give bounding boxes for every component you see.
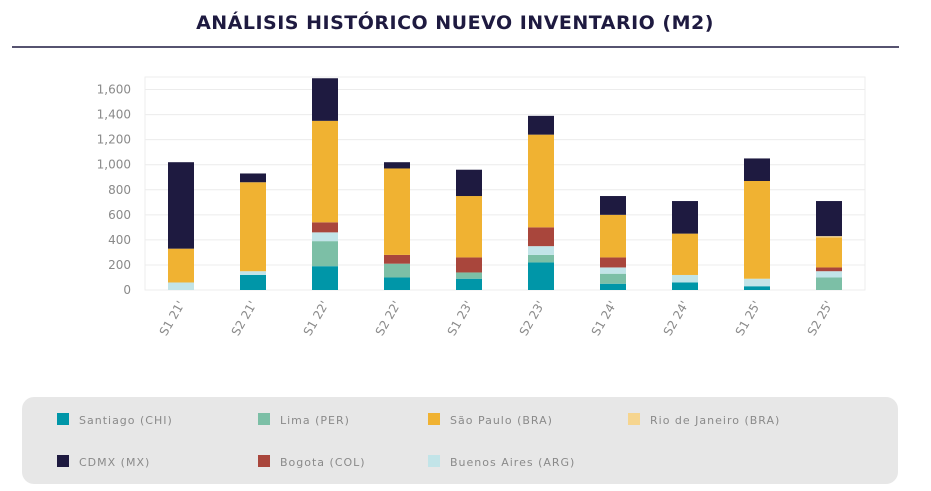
legend-label: São Paulo (BRA) xyxy=(450,414,553,427)
x-tick-label: S1 23' xyxy=(445,299,476,339)
legend-swatch xyxy=(57,413,69,425)
bar-segment xyxy=(312,222,338,233)
bar-segment xyxy=(312,266,338,290)
chart-title: ANÁLISIS HISTÓRICO NUEVO INVENTARIO (M2) xyxy=(196,10,714,34)
x-tick-label: S1 24' xyxy=(589,299,620,339)
bar-segment xyxy=(456,278,482,290)
bar-segment xyxy=(168,248,194,283)
bar-segment xyxy=(672,274,698,283)
bar-segment xyxy=(816,237,842,268)
bar-segment xyxy=(744,286,770,290)
bar-segment xyxy=(312,241,338,267)
bar-segment xyxy=(384,254,410,264)
y-tick-label: 1,000 xyxy=(97,158,131,172)
bar-segment xyxy=(384,162,410,169)
bar-segment xyxy=(240,274,266,290)
bar-segment xyxy=(600,214,626,258)
y-tick-label: 400 xyxy=(108,233,131,247)
x-tick-label: S2 25' xyxy=(805,299,836,339)
legend-box xyxy=(22,397,898,484)
y-tick-label: 1,600 xyxy=(97,83,131,97)
bar-segment xyxy=(384,168,410,255)
bar-segment xyxy=(528,254,554,263)
bar-segment xyxy=(528,134,554,228)
bar-segment xyxy=(600,267,626,274)
x-tick-label: S1 21' xyxy=(157,299,188,339)
x-tick-label: S2 21' xyxy=(229,299,260,339)
bar-segment xyxy=(816,201,842,237)
legend-swatch xyxy=(258,413,270,425)
bar-segment xyxy=(456,257,482,273)
bar-segment xyxy=(456,169,482,197)
x-tick-label: S1 22' xyxy=(301,299,332,339)
bar-segment xyxy=(456,272,482,279)
legend-swatch xyxy=(258,455,270,467)
y-tick-label: 800 xyxy=(108,183,131,197)
bar-segment xyxy=(240,271,266,275)
x-tick-label: S2 24' xyxy=(661,299,692,339)
legend-label: Buenos Aires (ARG) xyxy=(450,456,575,469)
bar-segment xyxy=(672,201,698,234)
legend-label: Rio de Janeiro (BRA) xyxy=(650,414,780,427)
bar-segment xyxy=(816,277,842,290)
bar-segment xyxy=(168,282,194,290)
y-tick-label: 1,200 xyxy=(97,133,131,147)
bar-segment xyxy=(744,278,770,287)
legend-label: Santiago (CHI) xyxy=(79,414,173,427)
y-tick-label: 600 xyxy=(108,208,131,222)
bar-segment xyxy=(168,162,194,249)
legend-swatch xyxy=(57,455,69,467)
bar-segment xyxy=(600,257,626,268)
bar-segment xyxy=(312,78,338,121)
bar-segment xyxy=(744,158,770,181)
y-tick-label: 1,400 xyxy=(97,108,131,122)
bar-segment xyxy=(312,232,338,242)
x-tick-label: S2 22' xyxy=(373,299,404,339)
bar-segment xyxy=(600,196,626,215)
legend-swatch xyxy=(428,455,440,467)
legend-label: Lima (PER) xyxy=(280,414,350,427)
bar-segment xyxy=(240,182,266,272)
bar-segment xyxy=(528,115,554,135)
y-tick-label: 200 xyxy=(108,258,131,272)
x-tick-label: S1 25' xyxy=(733,299,764,339)
bar-segment xyxy=(312,120,338,223)
bar-segment xyxy=(672,233,698,275)
bar-segment xyxy=(816,271,842,278)
bar-segment xyxy=(816,236,842,238)
legend-label: CDMX (MX) xyxy=(79,456,150,469)
bar-segment xyxy=(816,267,842,272)
bar-segment xyxy=(528,246,554,255)
bar-segment xyxy=(744,180,770,279)
x-tick-label: S2 23' xyxy=(517,299,548,339)
bar-segment xyxy=(600,283,626,290)
legend-label: Bogota (COL) xyxy=(280,456,366,469)
bar-segment xyxy=(384,277,410,290)
legend-swatch xyxy=(628,413,640,425)
bar-segment xyxy=(528,262,554,290)
legend-swatch xyxy=(428,413,440,425)
bar-segment xyxy=(600,273,626,284)
bar-segment xyxy=(528,227,554,247)
bar-segment xyxy=(456,196,482,258)
bar-segment xyxy=(672,282,698,290)
bar-segment xyxy=(384,263,410,278)
y-tick-label: 0 xyxy=(123,283,131,297)
bar-segment xyxy=(240,173,266,183)
